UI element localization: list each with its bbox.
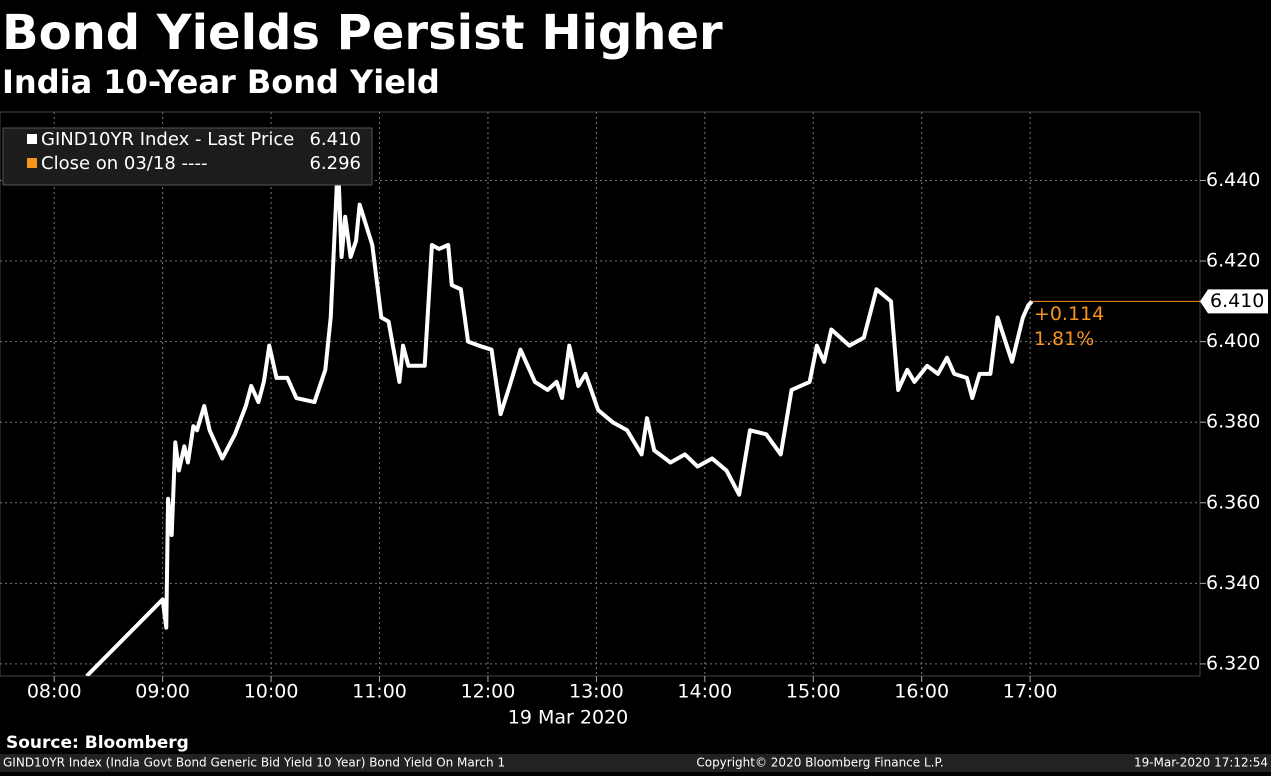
y-tick-label: 6.420 — [1206, 250, 1260, 272]
chart-title: Bond Yields Persist Higher — [2, 5, 723, 61]
source-bar — [0, 732, 1271, 754]
y-tick-label: 6.360 — [1206, 491, 1260, 513]
x-tick-label: 08:00 — [27, 681, 82, 703]
change-label: +0.114 — [1034, 303, 1104, 325]
x-tick-label: 12:00 — [461, 681, 516, 703]
y-tick-label: 6.380 — [1206, 411, 1260, 433]
x-axis-label: 19 Mar 2020 — [508, 707, 628, 729]
last-price-label: 6.410 — [1210, 290, 1264, 312]
legend-swatch — [27, 134, 37, 144]
legend — [2, 127, 373, 186]
y-tick-label: 6.320 — [1206, 652, 1260, 674]
footer-center: Copyright© 2020 Bloomberg Finance L.P. — [696, 756, 943, 770]
x-tick-label: 15:00 — [786, 681, 841, 703]
legend-entry: GIND10YR Index - Last Price — [41, 129, 294, 150]
x-tick-label: 14:00 — [677, 681, 732, 703]
plot-area — [0, 111, 1201, 677]
x-tick-label: 11:00 — [352, 681, 407, 703]
plot — [0, 112, 1200, 676]
legend-value: 6.296 — [309, 153, 361, 174]
legend-value: 6.410 — [309, 129, 361, 150]
x-tick-label: 10:00 — [244, 681, 299, 703]
x-tick-label: 13:00 — [569, 681, 624, 703]
price-line — [85, 158, 1034, 676]
chart-subtitle: India 10-Year Bond Yield — [2, 63, 440, 101]
footer-right: 19-Mar-2020 17:12:54 — [1134, 756, 1268, 770]
footer-bar — [0, 754, 1271, 772]
legend-entry: Close on 03/18 ---- — [41, 153, 207, 174]
x-tick-label: 17:00 — [1003, 681, 1058, 703]
footer-left: GIND10YR Index (India Govt Bond Generic … — [3, 756, 505, 770]
x-tick-label: 16:00 — [894, 681, 949, 703]
change-pct-label: 1.81% — [1034, 328, 1094, 350]
x-tick-label: 09:00 — [135, 681, 190, 703]
source: Source: Bloomberg — [6, 733, 189, 753]
last-price-tag — [1200, 289, 1268, 314]
y-tick-label: 6.400 — [1206, 330, 1260, 352]
y-tick-label: 6.440 — [1206, 169, 1260, 191]
y-tick-label: 6.340 — [1206, 572, 1260, 594]
legend-swatch — [27, 158, 37, 168]
